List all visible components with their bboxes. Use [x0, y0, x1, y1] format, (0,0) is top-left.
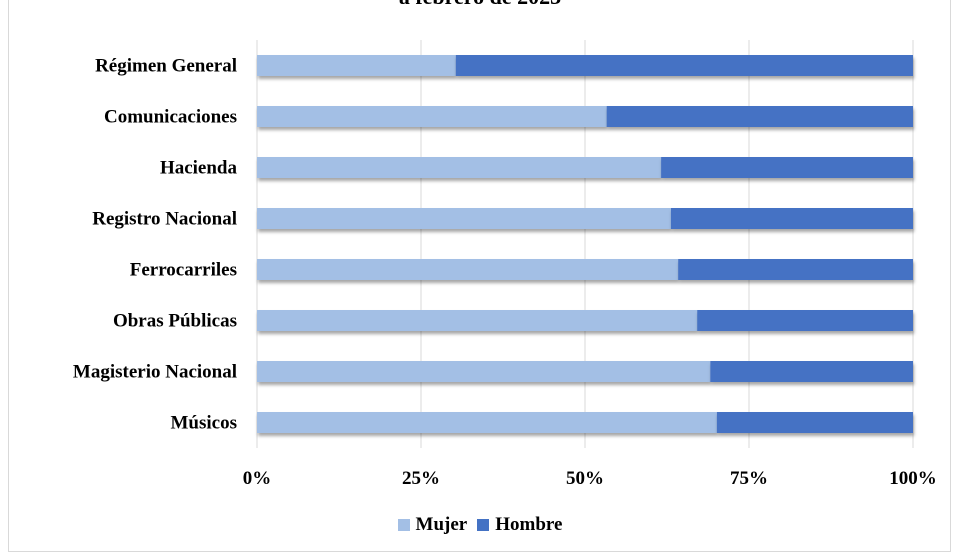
- bar-mujer: [257, 106, 607, 127]
- category-label: Hacienda: [160, 158, 238, 179]
- legend-swatch: [397, 519, 410, 531]
- x-tick-label: 75%: [730, 468, 768, 489]
- bar-mujer: [257, 310, 698, 331]
- bar-hombre: [670, 208, 913, 229]
- bar-mujer: [257, 208, 671, 229]
- category-label: Registro Nacional: [92, 209, 237, 230]
- bar-mujer: [257, 361, 711, 382]
- bar-hombre: [678, 259, 913, 280]
- legend-label: Hombre: [495, 514, 563, 535]
- x-tick-label: 100%: [889, 468, 937, 489]
- bar-hombre: [697, 310, 913, 331]
- bar-mujer: [257, 412, 717, 433]
- x-tick-label: 50%: [566, 468, 604, 489]
- bar-hombre: [606, 106, 913, 127]
- category-label: Obras Públicas: [113, 311, 237, 332]
- legend-label: Mujer: [415, 514, 468, 535]
- category-label: Músicos: [171, 413, 238, 434]
- legend: Mujer Hombre: [0, 514, 960, 536]
- legend-item-mujer: Mujer: [397, 514, 468, 536]
- category-label: Comunicaciones: [104, 107, 237, 128]
- bar-hombre: [661, 157, 913, 178]
- bar-hombre: [455, 55, 913, 76]
- bar-hombre: [710, 361, 913, 382]
- x-tick-label: 25%: [402, 468, 440, 489]
- bar-mujer: [257, 259, 679, 280]
- bar-hombre: [716, 412, 913, 433]
- bar-mujer: [257, 157, 662, 178]
- category-label: Magisterio Nacional: [73, 362, 237, 383]
- legend-swatch: [477, 519, 490, 531]
- chart-title: a febrero de 2023: [0, 0, 960, 10]
- category-label: Ferrocarriles: [130, 260, 237, 281]
- category-label: Régimen General: [95, 56, 237, 77]
- x-tick-label: 0%: [243, 468, 272, 489]
- legend-item-hombre: Hombre: [477, 514, 562, 536]
- bar-mujer: [257, 55, 456, 76]
